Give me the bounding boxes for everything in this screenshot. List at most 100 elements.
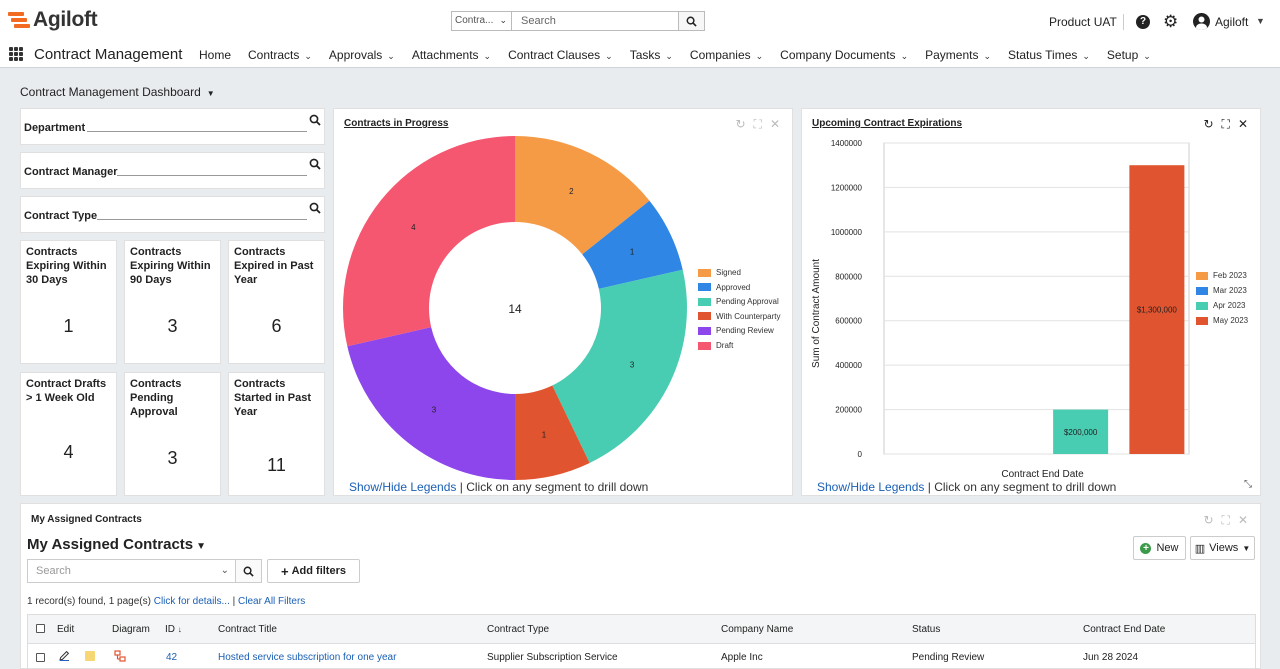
kpi-expiring-90-days[interactable]: Contracts Expiring Within 90 Days 3 (124, 240, 221, 364)
expand-icon[interactable]: ⛶ (753, 117, 762, 131)
user-name[interactable]: Agiloft (1215, 15, 1249, 29)
donut-slice-approved[interactable] (582, 200, 683, 289)
slice-value-label: 3 (432, 406, 437, 415)
donut-center-total: 14 (508, 302, 522, 316)
edit-pencil-icon[interactable] (59, 650, 70, 664)
bar-apr-2023[interactable] (1053, 409, 1109, 454)
legend-item[interactable]: Draft (698, 341, 733, 350)
legend-label: May 2023 (1213, 316, 1249, 325)
contract-manager-input[interactable] (117, 175, 307, 176)
resize-handle-icon[interactable]: ⤡ (1244, 479, 1252, 490)
kpi-drafts-week-old[interactable]: Contract Drafts > 1 Week Old 4 (20, 372, 117, 496)
donut-chart: 2 1 3 1 3 4 14 (343, 135, 687, 480)
legend-item[interactable]: Apr 2023 (1196, 301, 1245, 310)
legend-item[interactable]: Pending Approval (698, 297, 779, 306)
help-icon[interactable]: ? (1136, 15, 1150, 29)
chevron-down-icon[interactable]: ⌄ (220, 565, 229, 576)
views-button[interactable]: ▥ Views ▼ (1190, 536, 1255, 560)
new-record-button[interactable]: + New (1133, 536, 1186, 560)
show-hide-legends-link[interactable]: Show/Hide Legends (817, 480, 925, 494)
nav-item-contracts[interactable]: Contracts ⌄ (248, 48, 312, 62)
details-link[interactable]: Click for details... (153, 596, 230, 607)
kpi-expired-past-year[interactable]: Contracts Expired in Past Year 6 (228, 240, 325, 364)
kpi-expiring-30-days[interactable]: Contracts Expiring Within 30 Days 1 (20, 240, 117, 364)
donut-slice-draft[interactable] (343, 135, 515, 347)
diagram-icon[interactable] (114, 650, 126, 665)
column-header-title[interactable]: Contract Title (218, 624, 277, 635)
legend-item[interactable]: With Counterparty (698, 312, 780, 321)
environment-label[interactable]: Product UAT (1049, 15, 1117, 29)
refresh-icon[interactable]: ↻ (1203, 513, 1214, 527)
column-header-type[interactable]: Contract Type (487, 624, 550, 635)
legend-item[interactable]: Signed (698, 268, 741, 277)
kpi-started-past-year[interactable]: Contracts Started in Past Year 11 (228, 372, 325, 496)
table-row[interactable]: 42 Hosted service subscription for one y… (28, 644, 1255, 669)
legend-item[interactable]: Mar 2023 (1196, 286, 1247, 295)
kpi-pending-approval[interactable]: Contracts Pending Approval 3 (124, 372, 221, 496)
nav-item-tasks[interactable]: Tasks ⌄ (630, 48, 673, 62)
note-icon[interactable] (85, 651, 95, 664)
nav-item-status-times[interactable]: Status Times ⌄ (1008, 48, 1090, 62)
close-icon[interactable]: ✕ (769, 117, 780, 131)
nav-item-payments[interactable]: Payments ⌄ (925, 48, 991, 62)
column-header-edit[interactable]: Edit (57, 624, 75, 635)
slice-value-label: 2 (569, 187, 574, 196)
donut-slice-signed[interactable] (515, 136, 650, 255)
clear-filters-link[interactable]: Clear All Filters (238, 596, 306, 607)
chevron-down-icon[interactable]: ▼ (1256, 16, 1265, 26)
panel-title[interactable]: Upcoming Contract Expirations (812, 118, 963, 129)
refresh-icon[interactable]: ↻ (735, 117, 746, 131)
column-header-end-date[interactable]: Contract End Date (1083, 624, 1166, 635)
column-header-diagram[interactable]: Diagram (112, 624, 150, 635)
column-header-status[interactable]: Status (912, 624, 941, 635)
donut-slice-pending-approval[interactable] (552, 269, 687, 463)
nav-item-setup[interactable]: Setup ⌄ (1107, 48, 1151, 62)
contract-type-input[interactable] (97, 219, 307, 220)
list-search-input[interactable]: Search ⌄ (27, 559, 236, 583)
contract-title-link[interactable]: Hosted service subscription for one year (218, 652, 397, 663)
column-header-id[interactable]: ID ↓ (165, 624, 182, 635)
plus-icon: + (281, 563, 289, 579)
nav-item-attachments[interactable]: Attachments ⌄ (412, 48, 491, 62)
select-all-checkbox[interactable] (36, 624, 45, 633)
nav-item-approvals[interactable]: Approvals ⌄ (329, 48, 395, 62)
column-header-company[interactable]: Company Name (721, 624, 794, 635)
record-id-link[interactable]: 42 (166, 652, 178, 663)
app-title[interactable]: Contract Management (34, 46, 183, 63)
table-header: Edit Diagram ID ↓ Contract Title Contrac… (28, 615, 1255, 644)
show-hide-legends-link[interactable]: Show/Hide Legends (349, 480, 457, 494)
nav-item-contract-clauses[interactable]: Contract Clauses ⌄ (508, 48, 613, 62)
search-icon[interactable] (309, 202, 321, 214)
search-scope-select[interactable]: Contra... ⌄ (451, 11, 511, 31)
legend-item[interactable]: Pending Review (698, 326, 774, 335)
nav-item-company-documents[interactable]: Company Documents ⌄ (780, 48, 908, 62)
department-input[interactable] (87, 131, 307, 132)
add-filters-button[interactable]: + Add filters (267, 559, 360, 583)
search-input[interactable]: Search (511, 11, 679, 31)
expand-icon[interactable]: ⛶ (1221, 117, 1230, 131)
list-search-button[interactable] (235, 559, 262, 583)
close-icon[interactable]: ✕ (1237, 513, 1248, 527)
close-icon[interactable]: ✕ (1237, 117, 1248, 131)
expand-icon[interactable]: ⛶ (1221, 513, 1230, 527)
search-icon[interactable] (309, 114, 321, 126)
donut-slice-pending-review[interactable] (347, 327, 515, 480)
row-checkbox[interactable] (36, 653, 45, 662)
legend-item[interactable]: May 2023 (1196, 316, 1248, 325)
user-avatar-icon[interactable] (1193, 13, 1210, 30)
saved-search-selector[interactable]: My Assigned Contracts ▼ (27, 536, 206, 553)
nav-item-companies[interactable]: Companies ⌄ (690, 48, 763, 62)
search-icon[interactable] (309, 158, 321, 170)
legend-item[interactable]: Approved (698, 283, 750, 292)
refresh-icon[interactable]: ↻ (1203, 117, 1214, 131)
bar-may-2023[interactable] (1129, 165, 1185, 454)
nav-item-home[interactable]: Home (199, 48, 231, 62)
legend-item[interactable]: Feb 2023 (1196, 271, 1247, 280)
panel-title[interactable]: Contracts in Progress (344, 118, 449, 129)
gear-icon[interactable]: ⚙ (1163, 12, 1179, 31)
app-grid-icon[interactable] (9, 47, 23, 61)
agiloft-logo[interactable]: Agiloft (8, 8, 98, 32)
search-button[interactable] (679, 11, 705, 31)
dashboard-selector[interactable]: Contract Management Dashboard ▼ (20, 85, 215, 99)
donut-slice-with-counterparty[interactable] (515, 385, 590, 480)
